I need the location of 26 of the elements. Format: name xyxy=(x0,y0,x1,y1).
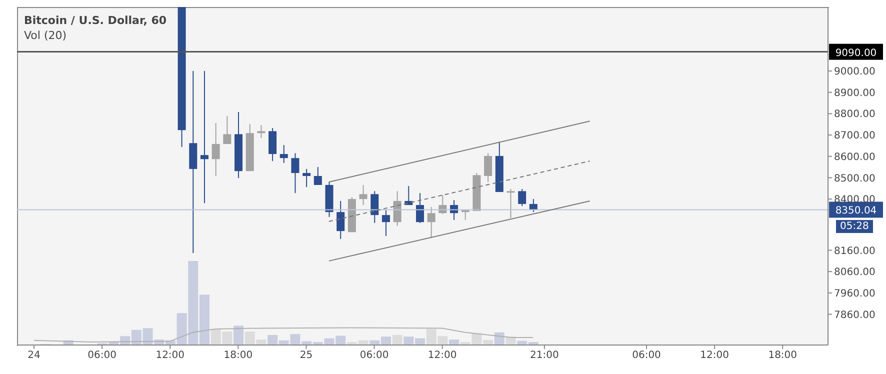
text: Bitcoin / U.S. Dollar, 60 xyxy=(24,14,167,27)
x-tick-label: 18:00 xyxy=(768,350,798,362)
y-tick-label: 7960.00 xyxy=(834,288,876,300)
x-tick-label: 12:00 xyxy=(700,350,729,362)
y-tick-label: 8060.00 xyxy=(834,267,876,278)
x-tick-label: 24 xyxy=(28,350,40,362)
y-tick-label: 7860.00 xyxy=(834,310,876,321)
ref-line-label: 9090.00 xyxy=(835,48,877,59)
y-tick-label: 8900.00 xyxy=(834,88,876,99)
x-tick-label: 12:00 xyxy=(428,350,457,362)
text: 05:28 xyxy=(836,220,873,233)
x-tick-label: 06:00 xyxy=(632,350,661,362)
x-tick-label: 06:00 xyxy=(88,350,116,362)
ref-line-label: 8350.04 xyxy=(835,206,877,217)
y-tick-label: 8160.00 xyxy=(834,246,876,257)
chart-title: Vol (20) xyxy=(24,29,67,42)
y-tick-label: 8600.00 xyxy=(834,152,876,163)
x-tick-label: 12:00 xyxy=(156,350,185,362)
x-tick-label: 21:00 xyxy=(530,350,559,362)
y-tick-label: 8500.00 xyxy=(834,173,876,184)
y-tick-label: 9000.00 xyxy=(834,66,876,78)
y-tick-label: 8700.00 xyxy=(834,130,876,142)
x-tick-label: 25 xyxy=(300,350,313,362)
x-tick-label: 18:00 xyxy=(224,350,253,362)
y-tick-label: 8800.00 xyxy=(834,109,876,120)
x-tick-label: 06:00 xyxy=(360,350,389,362)
